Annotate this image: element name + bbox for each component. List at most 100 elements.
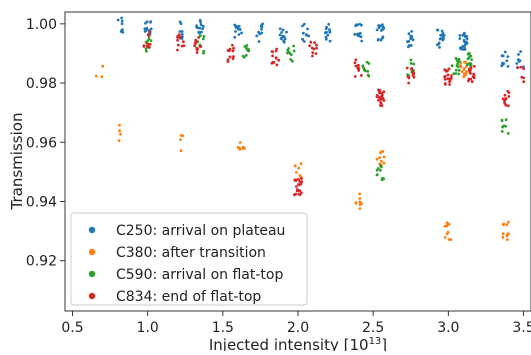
data-point [507,91,511,94]
data-point [326,33,330,37]
data-point [199,45,203,48]
data-point [454,68,458,72]
data-point [144,47,148,51]
data-point [176,43,180,47]
data-point [277,58,281,62]
data-point [295,171,298,174]
data-point [177,33,181,36]
data-point [234,25,238,29]
data-point [506,104,510,108]
data-point [308,44,311,48]
data-point [501,54,505,58]
data-point [274,56,278,60]
data-point [279,37,283,41]
data-point [118,123,121,127]
data-point [315,43,318,47]
data-point [294,179,298,182]
data-point [407,81,411,85]
data-point [501,235,505,239]
data-point [176,38,180,42]
data-point [143,30,147,33]
data-point [234,30,237,33]
data-point [201,27,205,30]
data-point [443,82,447,85]
data-point [358,22,362,26]
data-point [315,46,318,50]
data-point [149,20,153,24]
data-point [436,43,439,47]
data-point [271,54,274,58]
data-point [294,185,298,188]
data-point [233,35,237,39]
data-point [247,47,250,51]
data-point [182,40,185,44]
data-point [381,36,385,39]
data-point [406,40,409,44]
data-point [243,45,247,48]
data-point [382,90,386,94]
data-point [145,26,149,30]
data-point [360,39,364,43]
data-point [379,168,382,172]
data-point [455,59,459,62]
data-point [327,22,331,26]
data-point [382,99,386,102]
data-point [439,37,443,40]
data-point [405,66,409,70]
legend-label: C250: arrival on plateau [116,223,285,239]
data-point [148,42,152,46]
data-point [354,201,358,205]
data-point [228,55,232,59]
data-point [443,236,447,239]
data-point [94,74,98,78]
data-point [358,192,361,196]
data-point [375,95,379,99]
data-point [354,58,358,62]
data-point [178,36,182,39]
x-tick-label: 0.5 [61,320,83,336]
data-point [145,20,149,23]
data-point [518,59,522,63]
data-point [119,30,123,33]
data-point [454,72,458,75]
data-point [179,138,182,142]
data-point [406,75,410,78]
data-point [297,178,301,181]
data-point [409,62,413,65]
data-point [299,162,303,166]
data-point [358,31,362,35]
data-point [181,134,185,138]
data-point [323,31,327,35]
data-point [361,64,365,68]
data-point [324,37,328,41]
data-point [381,27,385,31]
data-point [407,32,411,36]
data-point [380,159,383,163]
data-point [468,62,471,65]
data-point [297,192,301,196]
data-point [519,50,522,53]
data-point [231,49,235,53]
data-point [436,28,440,32]
data-point [202,49,206,53]
data-point [379,150,383,154]
data-point [507,95,511,98]
data-point [356,33,359,37]
data-point [241,54,245,58]
data-point [146,42,149,46]
legend-box [70,212,308,306]
data-point [408,44,411,47]
data-point [293,164,297,168]
data-point [356,63,360,67]
series-4 [142,30,526,197]
data-point [467,56,471,60]
data-point [228,47,232,51]
series-1 [116,16,525,69]
x-axis: 0.5 1.0 1.5 2.0 2.5 3.0 3.5 [61,311,531,336]
data-point [311,54,314,58]
points-layer [94,16,526,242]
legend-marker [88,226,96,234]
data-point [285,30,288,34]
y-tick-label: 0.96 [26,135,57,151]
